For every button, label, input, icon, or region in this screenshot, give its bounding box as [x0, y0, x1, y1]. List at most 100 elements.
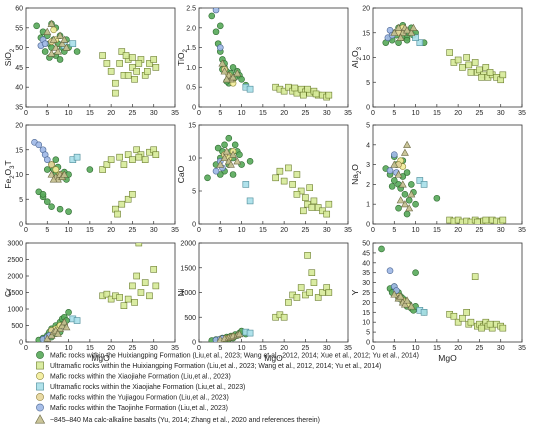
- x-tick-label: 20: [454, 227, 462, 234]
- data-point-calc-alkaline: [235, 330, 244, 338]
- data-point-ultra-huixiangping: [293, 171, 301, 178]
- data-point-mafic-taojinhe: [390, 151, 398, 158]
- data-point-mafic-huixiangping: [221, 141, 228, 149]
- data-point-ultra-huixiangping: [486, 69, 494, 76]
- data-point-calc-alkaline: [403, 26, 412, 34]
- x-tick-label: 10: [238, 110, 246, 117]
- y-tick-label: 20: [362, 6, 370, 13]
- y-axis-label: Cr: [3, 288, 13, 297]
- x-tick-label: 35: [344, 110, 352, 117]
- data-point-calc-alkaline: [400, 200, 409, 208]
- data-point-mafic-huixiangping: [214, 144, 222, 152]
- data-point-ultra-huixiangping: [152, 151, 160, 158]
- data-point-mafic-huixiangping: [405, 196, 413, 204]
- legend-label: Mafic rocks within the Huixiangping Form…: [50, 353, 419, 360]
- y-tick-label: 2500: [7, 257, 23, 264]
- data-points: [208, 252, 333, 342]
- data-point-ultra-huixiangping: [120, 302, 128, 310]
- data-point-ultra-huixiangping: [319, 289, 326, 296]
- data-point-calc-alkaline: [60, 170, 69, 178]
- chart-panel-sio2: 0 5 10 15 20 25 30 35 35 40 45 50 55 60 SiO2: [3, 6, 179, 118]
- data-point-ultra-huixiangping: [133, 146, 140, 154]
- data-point-mafic-taojinhe: [41, 40, 49, 47]
- data-point-mafic-huixiangping: [229, 64, 237, 71]
- x-tick-label: 5: [45, 227, 49, 234]
- x-tick-label: 30: [150, 227, 158, 234]
- data-point-mafic-taojinhe: [212, 167, 220, 175]
- legend-entry-mafic-xiaojiahe: Mafic rocks within the Xiaojiahe Formati…: [36, 372, 231, 381]
- data-point-mafic-taojinhe: [212, 8, 220, 14]
- y-tick-label: 30: [362, 280, 370, 287]
- data-point-ultra-huixiangping: [99, 166, 106, 173]
- data-point-ultra-huixiangping: [486, 320, 494, 328]
- data-point-ultra-huixiangping: [144, 68, 151, 75]
- data-point-mafic-huixiangping: [388, 183, 396, 190]
- y-axis-label: TiO2: [176, 48, 189, 65]
- data-point-ultra-huixiangping: [454, 318, 462, 326]
- data-point-ultra-huixiangping: [124, 151, 132, 158]
- data-point-ultra-huixiangping: [325, 289, 333, 296]
- y-tick-label: 0: [19, 222, 23, 229]
- x-tick-label: 10: [65, 110, 73, 117]
- data-point-mafic-huixiangping: [433, 194, 441, 202]
- x-tick-label: 20: [454, 110, 462, 117]
- data-point-ultra-huixiangping: [459, 314, 466, 322]
- data-point-calc-alkaline: [222, 147, 231, 155]
- data-point-mafic-yujiagou: [48, 161, 55, 168]
- data-points: [35, 243, 160, 342]
- y-axis-label: Ni: [176, 288, 186, 296]
- data-point-ultra-huixiangping: [103, 60, 111, 67]
- y-tick-label: 50: [15, 45, 23, 52]
- chart-panel-ni: 0 5 10 15 20 25 30 35 0 500 1000 1500 2000 Ni MgO: [176, 241, 352, 364]
- x-tick-label: 30: [150, 345, 158, 352]
- y-tick-label: 40: [15, 85, 23, 92]
- data-point-ultra-huixiangping: [467, 318, 475, 326]
- data-point-ultra-huixiangping: [467, 69, 475, 76]
- data-point-ultra-huixiangping: [129, 64, 136, 71]
- data-point-ultra-huixiangping: [124, 72, 132, 79]
- x-axis-label: MgO: [264, 353, 283, 363]
- data-point-calc-alkaline: [220, 153, 229, 162]
- data-point-ultra-huixiangping: [308, 269, 316, 277]
- data-point-ultra-huixiangping: [129, 282, 136, 290]
- data-point-ultra-huixiangping: [302, 194, 309, 201]
- data-points: [382, 22, 507, 84]
- data-point-mafic-huixiangping: [43, 198, 51, 206]
- chart-panel-cao: 0 5 10 15 20 25 30 35 0 5 10 15 CaO: [176, 123, 352, 235]
- x-tick-label: 35: [171, 227, 179, 234]
- data-points: [208, 1, 333, 101]
- data-point-ultra-huixiangping: [499, 71, 507, 79]
- x-tick-label: 20: [107, 227, 115, 234]
- data-point-mafic-huixiangping: [403, 36, 411, 44]
- data-point-calc-alkaline: [58, 39, 67, 47]
- y-tick-label: 10: [362, 55, 370, 62]
- x-tick-label: 20: [280, 345, 288, 352]
- data-point-ultra-xiaojiahe: [412, 34, 419, 42]
- data-point-mafic-huixiangping: [208, 12, 216, 20]
- data-point-ultra-huixiangping: [118, 200, 126, 208]
- plot-frame: [198, 124, 349, 225]
- data-point-mafic-huixiangping: [238, 75, 245, 83]
- x-tick-label: 0: [371, 110, 375, 117]
- legend-marker: [36, 372, 44, 380]
- data-point-ultra-huixiangping: [280, 177, 288, 185]
- data-point-calc-alkaline: [400, 148, 409, 156]
- x-tick-label: 10: [238, 227, 246, 234]
- x-tick-label: 35: [518, 227, 526, 234]
- data-point-calc-alkaline: [60, 318, 69, 326]
- data-point-mafic-xiaojiahe: [52, 166, 60, 173]
- data-point-ultra-huixiangping: [306, 289, 313, 296]
- x-tick-label: 5: [392, 345, 396, 352]
- data-point-mafic-taojinhe: [211, 1, 217, 7]
- data-point-ultra-xiaojiahe: [420, 181, 428, 188]
- x-tick-label: 15: [86, 110, 94, 117]
- x-tick-label: 15: [259, 227, 267, 234]
- data-point-ultra-huixiangping: [112, 79, 119, 87]
- data-point-ultra-huixiangping: [131, 299, 138, 306]
- data-points: [31, 139, 160, 218]
- x-tick-label: 5: [45, 345, 49, 352]
- x-tick-label: 30: [323, 227, 331, 234]
- y-axis-label: Fe2O3T: [3, 160, 16, 188]
- data-point-ultra-huixiangping: [135, 153, 143, 161]
- y-tick-label: 20: [362, 300, 370, 307]
